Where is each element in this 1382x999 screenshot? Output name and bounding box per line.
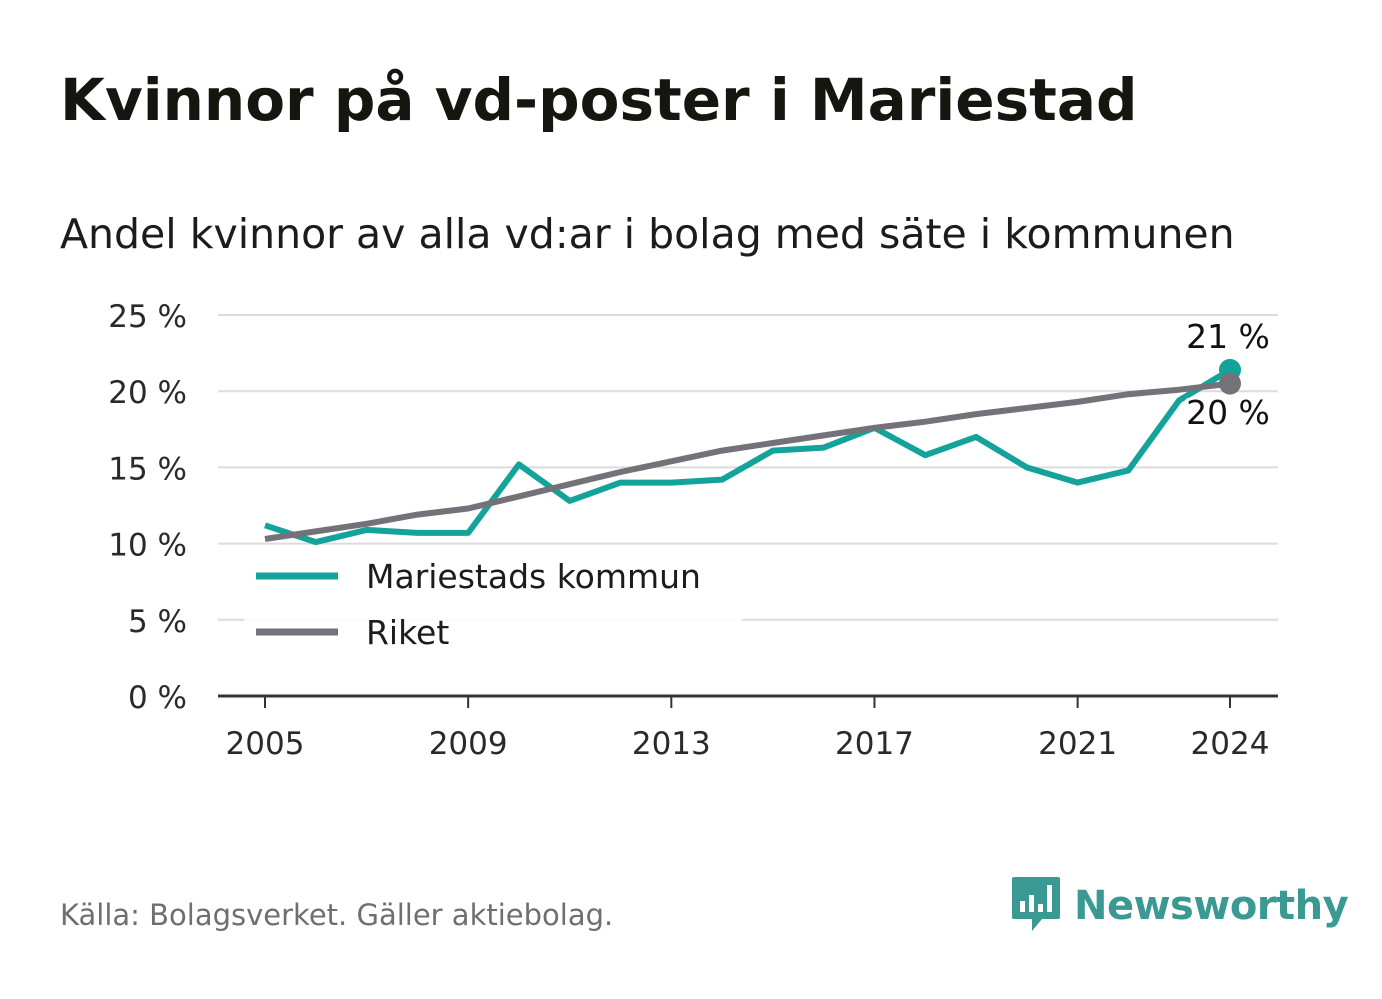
legend-label-mariestad: Mariestads kommun (366, 557, 701, 596)
end-label-mariestad: 21 % (1186, 317, 1270, 356)
y-tick-label: 0 % (128, 680, 187, 716)
x-tick-label: 2009 (429, 726, 508, 762)
series-line-riket (264, 380, 1231, 542)
series-line-mariestad (264, 367, 1232, 546)
y-tick-label: 10 % (108, 528, 187, 564)
legend-label-riket: Riket (366, 613, 449, 652)
x-tick-label: 2013 (632, 726, 711, 762)
end-label-riket: 20 % (1186, 393, 1270, 432)
y-tick-label: 20 % (108, 375, 187, 411)
bar-chart-speech-bubble-icon (1010, 875, 1062, 937)
y-tick-label: 5 % (128, 604, 187, 640)
y-tick-label: 15 % (108, 451, 187, 487)
brand[interactable]: Newsworthy (1010, 875, 1349, 937)
source-note: Källa: Bolagsverket. Gäller aktiebolag. (60, 898, 614, 932)
chart-title: Kvinnor på vd-poster i Mariestad (60, 66, 1138, 134)
brand-name: Newsworthy (1074, 883, 1349, 929)
chart-subtitle: Andel kvinnor av alla vd:ar i bolag med … (60, 210, 1235, 258)
legend-background (244, 545, 742, 657)
x-tick-label: 2017 (835, 726, 914, 762)
x-tick-label: 2024 (1191, 726, 1270, 762)
end-point-riket (1219, 372, 1241, 395)
x-tick-label: 2005 (226, 726, 305, 762)
x-tick-label: 2021 (1038, 726, 1117, 762)
y-tick-label: 25 % (108, 299, 187, 335)
